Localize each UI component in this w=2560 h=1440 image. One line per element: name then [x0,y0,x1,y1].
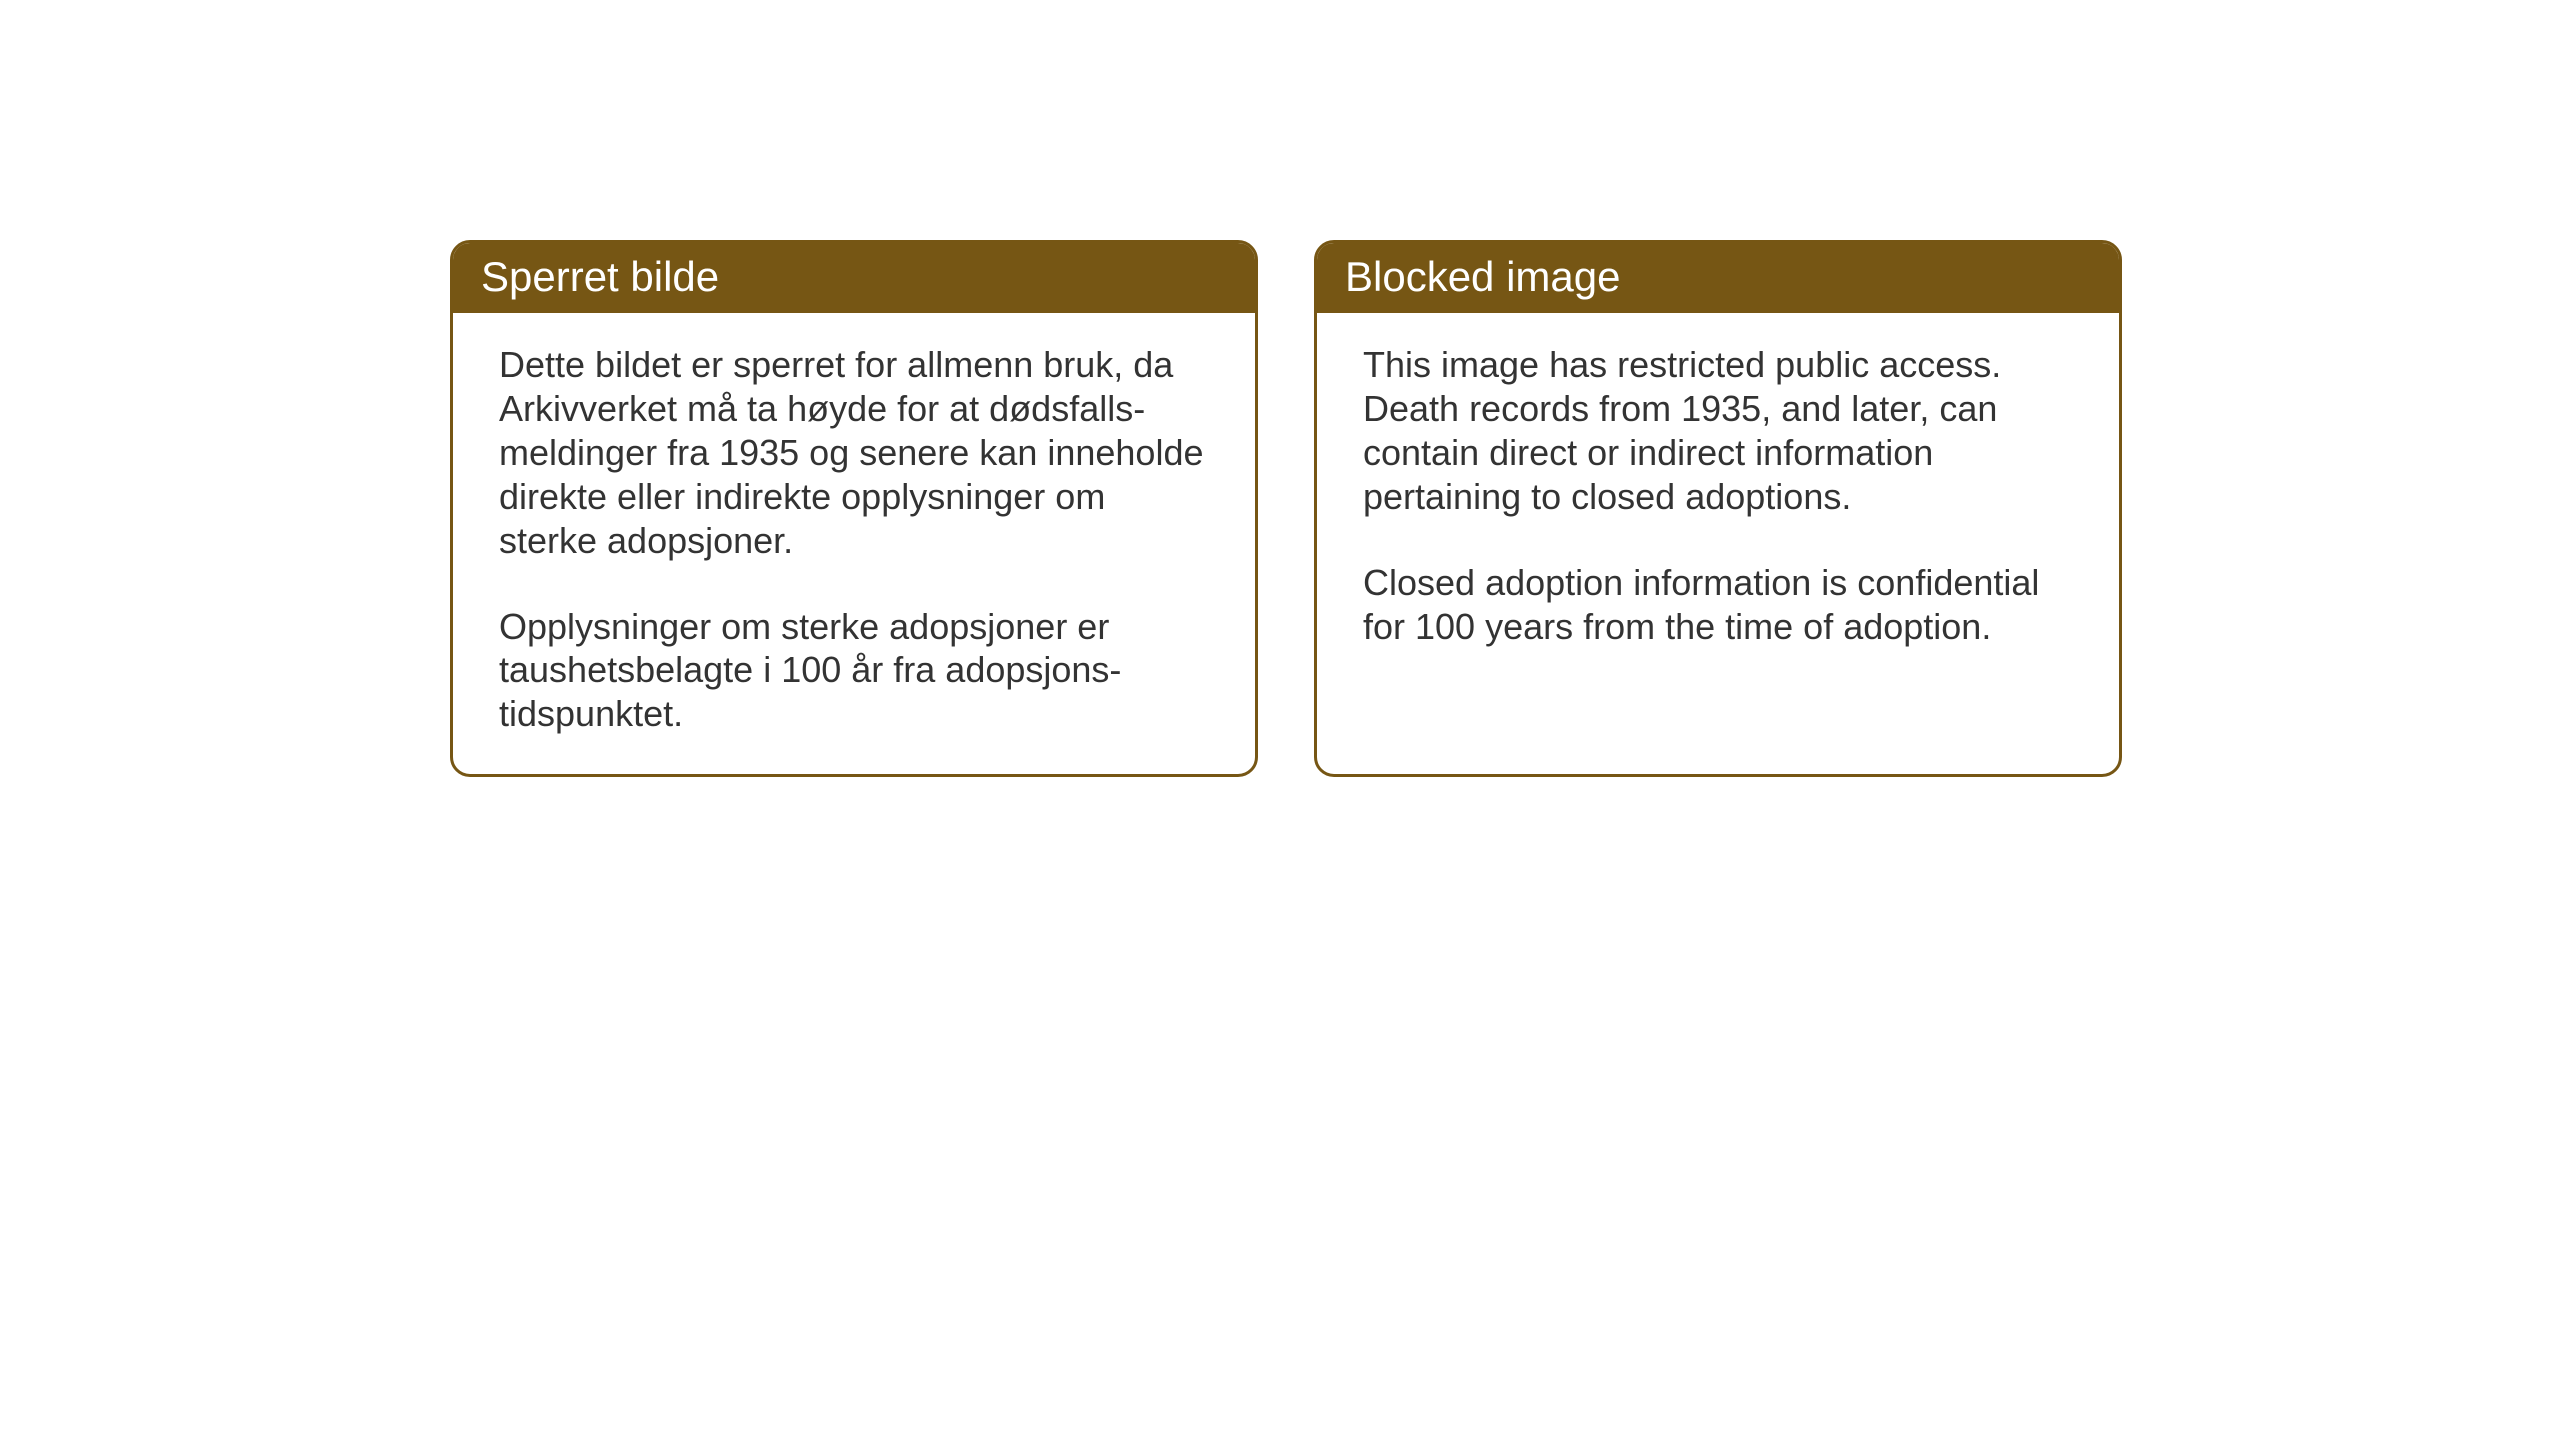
card-header-norwegian: Sperret bilde [453,243,1255,313]
card-paragraph: Closed adoption information is confident… [1363,561,2073,649]
notice-card-norwegian: Sperret bilde Dette bildet er sperret fo… [450,240,1258,777]
card-paragraph: Opplysninger om sterke adopsjoner er tau… [499,605,1209,737]
card-body-norwegian: Dette bildet er sperret for allmenn bruk… [453,313,1255,774]
card-title: Sperret bilde [481,253,719,300]
notice-card-english: Blocked image This image has restricted … [1314,240,2122,777]
card-header-english: Blocked image [1317,243,2119,313]
notice-container: Sperret bilde Dette bildet er sperret fo… [450,240,2122,777]
card-title: Blocked image [1345,253,1620,300]
card-paragraph: This image has restricted public access.… [1363,343,2073,519]
card-body-english: This image has restricted public access.… [1317,313,2119,686]
card-paragraph: Dette bildet er sperret for allmenn bruk… [499,343,1209,563]
